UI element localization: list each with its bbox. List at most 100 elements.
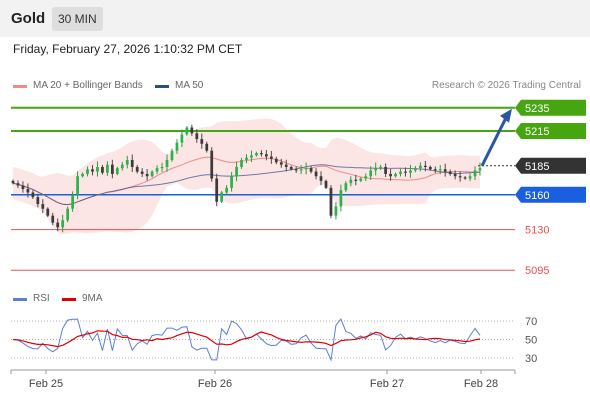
level-label-5235: 5235 (525, 103, 549, 115)
candle-body (185, 127, 189, 135)
candle-body (364, 176, 368, 179)
rsi-tick-70: 70 (525, 316, 537, 328)
x-tick-label: Feb 26 (198, 378, 232, 390)
candle-body (66, 208, 70, 221)
candle-body (448, 171, 452, 174)
price-levels: 5235 5215 5185 5160 5130 5095 (11, 99, 586, 277)
candle-body (91, 169, 94, 172)
candle-body (260, 153, 263, 155)
level-label-5160: 5160 (525, 190, 549, 202)
candle-body (478, 168, 482, 171)
candle-body (289, 166, 293, 170)
candle-body (453, 173, 457, 177)
candle-body (125, 160, 129, 165)
candle-body (150, 171, 154, 177)
candle-body (106, 164, 109, 173)
candle-body (344, 183, 348, 191)
candle-body (145, 173, 149, 177)
candle-body (274, 158, 278, 163)
candle-body (309, 168, 313, 172)
bollinger-legend-label: MA 20 + Bollinger Bands (33, 80, 143, 91)
candle-body (56, 222, 60, 228)
candle-body (220, 192, 224, 202)
ma9-legend-swatch (62, 298, 76, 301)
timeframe-button[interactable]: 30 MIN (52, 7, 103, 31)
projection-arrow (480, 108, 512, 167)
candle-body (324, 180, 328, 188)
candle-body (135, 166, 139, 172)
candle-body (120, 164, 124, 169)
level-label-5130: 5130 (525, 225, 549, 237)
candle-body (240, 160, 243, 167)
candle-body (165, 160, 169, 167)
candle-body (225, 187, 228, 193)
candle-body (11, 180, 15, 184)
instrument-title: Gold (11, 10, 46, 27)
candle-body (399, 171, 402, 174)
candle-body (423, 165, 427, 167)
candle-body (46, 208, 50, 216)
candle-body (71, 194, 74, 209)
candle-body (41, 204, 45, 209)
x-tick-label: Feb 25 (29, 378, 63, 390)
candle-body (468, 176, 472, 179)
candle-body (299, 169, 303, 171)
candle-body (26, 189, 30, 193)
candle-body (394, 173, 397, 177)
candle-body (255, 153, 258, 156)
candle-body (463, 177, 467, 179)
rsi-tick-30: 30 (525, 353, 537, 365)
candle-body (115, 168, 119, 174)
ma50-legend-swatch (155, 85, 169, 88)
candle-body (215, 178, 219, 202)
candle-body (284, 164, 288, 167)
candle-body (349, 179, 353, 184)
candle-body (369, 170, 373, 177)
level-label-5215: 5215 (525, 126, 549, 138)
candle-body (389, 173, 392, 177)
candle-body (419, 165, 422, 169)
candle-body (428, 166, 432, 170)
level-tag-5215 (515, 123, 586, 139)
candle-body (96, 166, 99, 172)
candle-body (269, 156, 273, 159)
chart-datetime: Friday, February 27, 2026 1:10:32 PM CET (13, 42, 243, 56)
candle-body (414, 168, 417, 171)
candle-body (86, 169, 89, 174)
candle-body (294, 169, 298, 171)
candle-body (170, 150, 174, 160)
candle-body (200, 139, 204, 144)
ma50-legend-label: MA 50 (175, 80, 204, 91)
candle-body (76, 176, 79, 195)
x-tick-label: Feb 27 (370, 378, 404, 390)
candle-body (279, 162, 283, 165)
candle-body (31, 192, 35, 198)
candle-body (101, 166, 104, 173)
ma50-line (12, 164, 481, 206)
projection-arrow-head (500, 108, 512, 123)
candle-body (160, 166, 164, 169)
ma9-line (12, 330, 481, 348)
candle-body (155, 168, 159, 172)
candle-body (250, 155, 253, 158)
bollinger-band (13, 118, 480, 235)
candle-body (473, 170, 477, 177)
candle-body (205, 143, 209, 151)
candle-body (384, 166, 387, 174)
bollinger-legend-swatch (13, 85, 27, 88)
candle-body (36, 197, 40, 205)
candle-body (130, 160, 134, 167)
candle-body (265, 154, 268, 157)
rsi-legend-label: RSI (33, 293, 50, 304)
candle-body (304, 168, 308, 170)
candle-body (359, 178, 363, 181)
projection-arrow-shaft (480, 115, 509, 167)
candle-body (210, 150, 214, 179)
candle-body (51, 215, 55, 223)
candle-body (374, 168, 378, 171)
candle-body (404, 171, 407, 173)
level-tag-5235 (515, 99, 586, 116)
level-label-5095: 5095 (525, 265, 549, 277)
bollinger-band-area (13, 118, 480, 235)
